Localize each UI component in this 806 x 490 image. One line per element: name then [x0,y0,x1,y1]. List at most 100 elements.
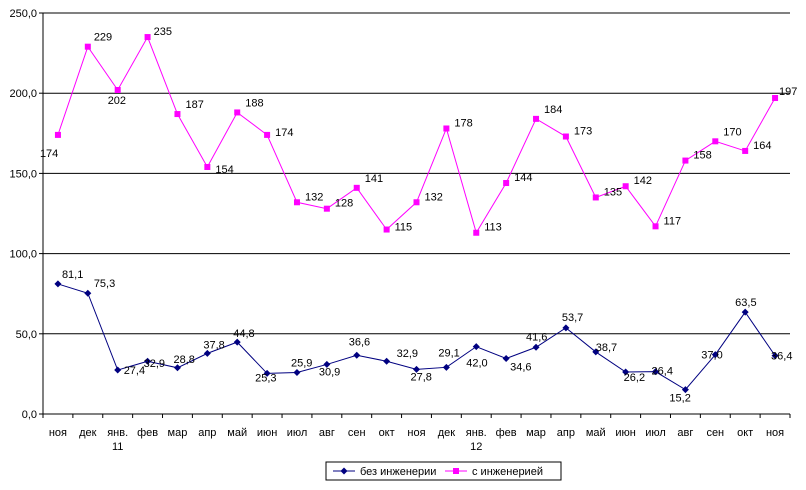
data-point [682,157,689,164]
data-label: 117 [664,215,682,227]
data-point [264,131,271,138]
data-label: 187 [185,99,203,111]
data-label: 36,4 [771,351,792,363]
data-label: 188 [245,97,263,109]
x-tick-label: 11 [112,441,123,453]
legend-label: без инженерии [360,466,436,478]
data-label: 38,7 [596,342,617,354]
x-tick-label: ноя [766,427,784,439]
data-label: 174 [275,127,293,139]
data-point [84,43,91,50]
data-label: 26,4 [652,366,673,378]
data-point [293,368,301,376]
data-point [263,369,271,377]
data-label: 115 [395,222,413,234]
data-point [323,360,331,368]
data-point [711,351,719,359]
data-point [742,147,749,154]
data-label: 113 [484,222,502,234]
x-tick-label: янв. [466,427,487,439]
x-tick-label: янв. [107,427,128,439]
data-point [323,205,330,212]
data-point [592,194,599,201]
data-label: 144 [514,172,532,184]
data-label: 128 [335,198,353,210]
data-label: 25,3 [255,372,276,384]
data-label: 15,2 [669,393,690,405]
data-label: 142 [634,175,652,187]
data-label: 235 [154,26,172,38]
data-label: 135 [604,186,622,198]
data-point [144,34,151,41]
data-label: 28,8 [173,354,194,366]
data-point [114,86,121,93]
data-point [413,365,420,373]
data-point [532,343,540,351]
data-point [353,351,361,359]
y-tick-label: 250,0 [9,8,37,20]
data-label: 154 [215,164,233,176]
legend-label: с инженерией [472,466,543,478]
data-point [54,280,62,288]
x-tick-label: окт [379,427,395,439]
data-point [771,352,779,360]
data-label: 32,9 [144,358,165,370]
y-tick-label: 50,0 [16,329,37,341]
data-point [562,133,569,140]
x-tick-label: апр [557,427,575,439]
data-point [144,357,152,365]
data-label: 170 [723,126,741,138]
data-label: 27,4 [124,365,145,377]
data-point [442,363,450,371]
data-label: 178 [454,117,472,129]
data-point [473,229,480,236]
data-point [562,324,570,332]
data-label: 53,7 [562,312,583,324]
data-point [503,180,510,187]
data-label: 37,0 [701,350,722,362]
data-point [772,95,779,102]
data-point [681,386,689,394]
x-tick-label: окт [737,427,753,439]
x-tick-label: дек [79,427,97,439]
data-point [383,226,390,233]
x-tick-label: июн [257,427,277,439]
data-point [652,223,659,230]
data-point [712,138,719,145]
data-label: 141 [365,173,383,185]
data-label: 229 [94,32,112,44]
x-tick-label: 12 [470,441,482,453]
data-point [114,366,122,374]
x-tick-label: сен [706,427,724,439]
data-label: 32,9 [397,348,418,360]
data-label: 26,2 [624,372,645,384]
series-group: 81,175,327,432,9 28,837,844,825,325,930,9… [40,26,797,405]
data-point [293,199,300,206]
y-tick-label: 200,0 [9,88,37,100]
x-tick-label: апр [198,427,216,439]
data-label: 164 [753,140,771,152]
x-tick-label: ноя [407,427,425,439]
x-tick-label: мар [168,427,188,439]
data-point [174,111,181,118]
legend-box [325,461,562,481]
data-point [234,109,241,116]
data-point [443,125,450,132]
x-tick-label: ноя [49,427,67,439]
data-label: 25,9 [291,357,312,369]
y-tick-label: 100,0 [9,249,37,261]
x-tick-label: авг [319,427,335,439]
y-tick-label: 150,0 [9,168,37,180]
data-label: 37,8 [203,339,224,351]
legend-marker [453,468,459,474]
y-axis-tick-labels: 0,0 50,0 100,0 150,0 200,0 250,0 [9,8,37,421]
data-label: 174 [40,148,58,160]
data-point [592,348,600,356]
data-point [502,355,510,363]
gridlines [43,12,790,335]
x-tick-label: фев [496,427,517,439]
x-tick-label: май [586,427,606,439]
x-tick-label: май [227,427,247,439]
